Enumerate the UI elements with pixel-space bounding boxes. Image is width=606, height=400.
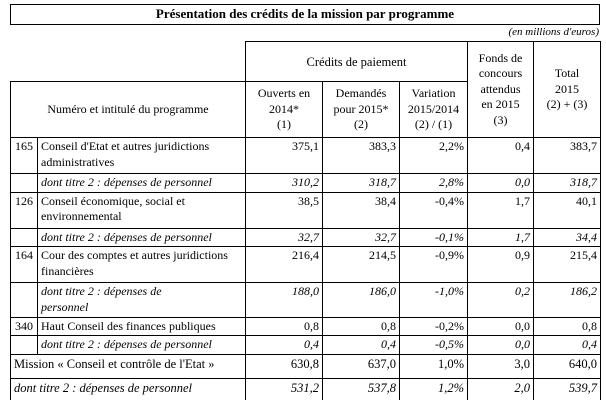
program-row-340: 340 Haut Conseil des finances publiques … bbox=[10, 316, 602, 337]
header-demandes-2015: Demandés pour 2015* (2) bbox=[322, 81, 400, 139]
dont-label: dont titre 2 : dépenses de personnel bbox=[10, 377, 246, 400]
value-total: 383,7 bbox=[533, 137, 602, 175]
value-total: 318,7 bbox=[533, 173, 602, 193]
value-fonds: 0,0 bbox=[467, 173, 535, 193]
value-ouverts: 310,2 bbox=[245, 173, 323, 193]
empty-number-cell bbox=[10, 335, 38, 355]
value-fonds: 0,2 bbox=[467, 282, 535, 318]
program-name: Haut Conseil des finances publiques bbox=[37, 316, 246, 337]
empty-number-cell bbox=[10, 227, 38, 248]
empty-number-cell bbox=[10, 173, 38, 193]
dont-row-340: dont titre 2 : dépenses de personnel 0,4… bbox=[10, 335, 602, 355]
header-variation: Variation 2015/2014 (2) / (1) bbox=[398, 81, 469, 139]
program-row-126: 126 Conseil économique, social et enviro… bbox=[10, 191, 602, 229]
header-ouverts-2014: Ouverts en 2014* (1) bbox=[245, 81, 323, 139]
value-fonds: 1,7 bbox=[467, 227, 535, 248]
header-program: Numéro et intitulé du programme bbox=[10, 81, 246, 139]
value-demandes: 214,5 bbox=[322, 246, 400, 284]
program-number: 340 bbox=[10, 316, 38, 337]
value-fonds: 2,0 bbox=[467, 377, 535, 400]
value-total: 0,4 bbox=[533, 335, 602, 355]
mission-label: Mission « Conseil et contrôle de l'Etat … bbox=[10, 353, 246, 379]
mission-dont-row: dont titre 2 : dépenses de personnel 531… bbox=[10, 377, 602, 400]
value-demandes: 0,8 bbox=[322, 316, 400, 337]
program-row-165: 165 Conseil d'Etat et autres juridiction… bbox=[10, 137, 602, 175]
value-total: 539,7 bbox=[533, 377, 602, 400]
value-demandes: 318,7 bbox=[322, 173, 400, 193]
value-total: 186,2 bbox=[533, 282, 602, 318]
program-name: Conseil d'Etat et autres juridictions ad… bbox=[37, 137, 246, 175]
value-variation: -0,2% bbox=[398, 316, 469, 337]
value-variation: 2,8% bbox=[398, 173, 469, 193]
dont-label: dont titre 2 : dépenses de personnel bbox=[37, 335, 246, 355]
value-ouverts: 38,5 bbox=[245, 191, 323, 229]
value-demandes: 537,8 bbox=[322, 377, 400, 400]
value-total: 40,1 bbox=[533, 191, 602, 229]
value-ouverts: 0,8 bbox=[245, 316, 323, 337]
program-name: Conseil économique, social et environnem… bbox=[37, 191, 246, 229]
value-fonds: 1,7 bbox=[467, 191, 535, 229]
program-number: 126 bbox=[10, 191, 38, 229]
value-total: 640,0 bbox=[533, 353, 602, 379]
value-demandes: 38,4 bbox=[322, 191, 400, 229]
value-variation: -0,1% bbox=[398, 227, 469, 248]
dont-label: dont titre 2 : dépenses de personnel bbox=[37, 173, 246, 193]
header-credits-group: Crédits de paiement bbox=[244, 41, 469, 83]
value-variation: -0,5% bbox=[398, 335, 469, 355]
program-name: Cour des comptes et autres juridictions … bbox=[37, 246, 246, 284]
value-ouverts: 630,8 bbox=[245, 353, 323, 379]
header-row-sub: Numéro et intitulé du programme Ouverts … bbox=[10, 81, 601, 139]
value-demandes: 186,0 bbox=[322, 282, 400, 318]
dont-row-164: dont titre 2 : dépenses de personnel 188… bbox=[10, 282, 602, 318]
header-fonds-concours: Fonds de concours attendus en 2015 (3) bbox=[467, 41, 535, 139]
document-title: Présentation des crédits de la mission p… bbox=[10, 4, 600, 25]
dont-label: dont titre 2 : dépenses de personnel bbox=[37, 227, 246, 248]
value-ouverts: 375,1 bbox=[245, 137, 323, 175]
value-ouverts: 32,7 bbox=[245, 227, 323, 248]
unit-note: (en millions d'euros) bbox=[508, 25, 599, 38]
value-demandes: 0,4 bbox=[322, 335, 400, 355]
blank-header-cell bbox=[10, 41, 246, 82]
value-fonds: 0,0 bbox=[467, 316, 535, 337]
value-fonds: 3,0 bbox=[467, 353, 535, 379]
value-variation: -0,9% bbox=[398, 246, 469, 284]
value-ouverts: 188,0 bbox=[245, 282, 323, 318]
value-ouverts: 531,2 bbox=[245, 377, 323, 400]
value-variation: 1,0% bbox=[398, 353, 469, 379]
empty-number-cell bbox=[10, 282, 38, 318]
value-variation: -1,0% bbox=[398, 282, 469, 318]
value-variation: -0,4% bbox=[398, 191, 469, 229]
value-demandes: 383,3 bbox=[322, 137, 400, 175]
mission-total-row: Mission « Conseil et contrôle de l'Etat … bbox=[10, 353, 602, 379]
header-row-top: Crédits de paiement Fonds de concours at… bbox=[10, 41, 602, 139]
credits-table: Crédits de paiement Fonds de concours at… bbox=[10, 41, 602, 400]
dont-label: dont titre 2 : dépenses de personnel bbox=[37, 282, 246, 318]
dont-row-165: dont titre 2 : dépenses de personnel 310… bbox=[10, 173, 602, 193]
value-demandes: 32,7 bbox=[322, 227, 400, 248]
value-fonds: 0,9 bbox=[467, 246, 535, 284]
value-ouverts: 0,4 bbox=[245, 335, 323, 355]
value-ouverts: 216,4 bbox=[245, 246, 323, 284]
value-fonds: 0,4 bbox=[467, 137, 535, 175]
value-fonds: 0,0 bbox=[467, 335, 535, 355]
program-row-164: 164 Cour des comptes et autres juridicti… bbox=[10, 246, 602, 284]
value-total: 0,8 bbox=[533, 316, 602, 337]
value-total: 215,4 bbox=[533, 246, 602, 284]
dont-row-126: dont titre 2 : dépenses de personnel 32,… bbox=[10, 227, 602, 248]
value-variation: 1,2% bbox=[398, 377, 469, 400]
value-variation: 2,2% bbox=[398, 137, 469, 175]
value-demandes: 637,0 bbox=[322, 353, 400, 379]
value-total: 34,4 bbox=[533, 227, 602, 248]
program-number: 164 bbox=[10, 246, 38, 284]
header-total: Total 2015 (2) + (3) bbox=[533, 41, 602, 139]
program-number: 165 bbox=[10, 137, 38, 175]
